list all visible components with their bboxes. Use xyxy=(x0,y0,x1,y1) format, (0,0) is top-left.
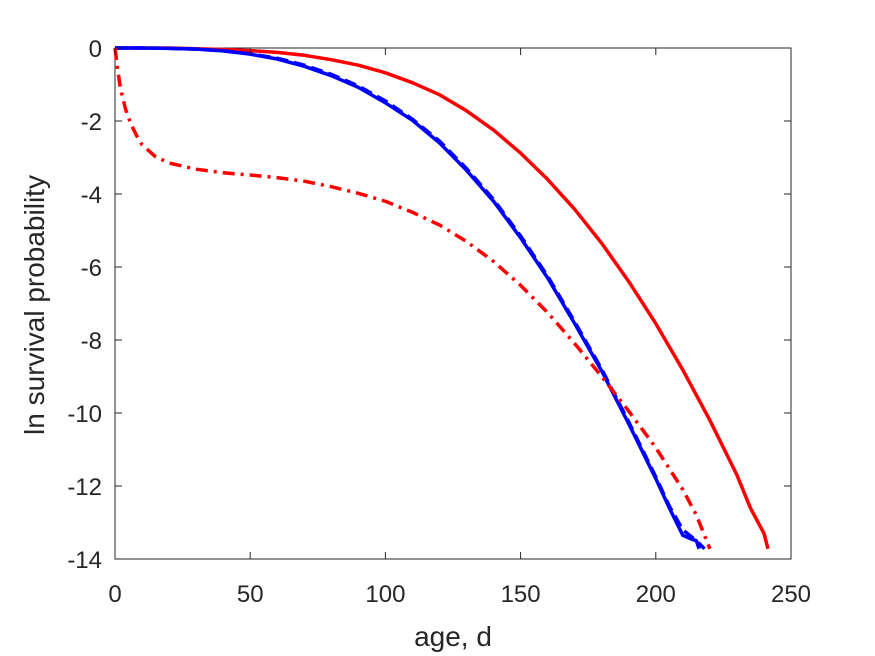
x-axis-label: age, d xyxy=(414,621,492,652)
y-tick-label: 0 xyxy=(89,36,102,63)
x-tick-label: 200 xyxy=(636,581,676,608)
y-tick-label: -10 xyxy=(67,401,102,428)
blue-dashed-series-line xyxy=(115,46,706,551)
y-tick-label: -6 xyxy=(81,255,102,282)
plot-frame xyxy=(114,47,792,560)
y-tick-label: -2 xyxy=(81,109,102,136)
y-tick-label: -8 xyxy=(81,328,102,355)
y-tick-label: -14 xyxy=(67,547,102,574)
y-tick-label: -4 xyxy=(81,182,102,209)
plot-area xyxy=(114,47,792,560)
x-tick-label: 50 xyxy=(237,581,264,608)
x-tick-label: 150 xyxy=(501,581,541,608)
x-tick-label: 100 xyxy=(365,581,405,608)
red-dashdot-series-line xyxy=(113,47,712,550)
y-tick-label: -12 xyxy=(67,474,102,501)
series-layer xyxy=(113,46,770,551)
x-tick-label: 250 xyxy=(771,581,811,608)
y-axis-label: ln survival probability xyxy=(19,175,50,435)
red-solid-series-line xyxy=(115,46,770,550)
ticks-layer: 0 50 100 150 200 250 0 -2 -4 -6 -8 -10 -12 -14 xyxy=(67,36,811,608)
x-tick-label: 0 xyxy=(108,581,121,608)
